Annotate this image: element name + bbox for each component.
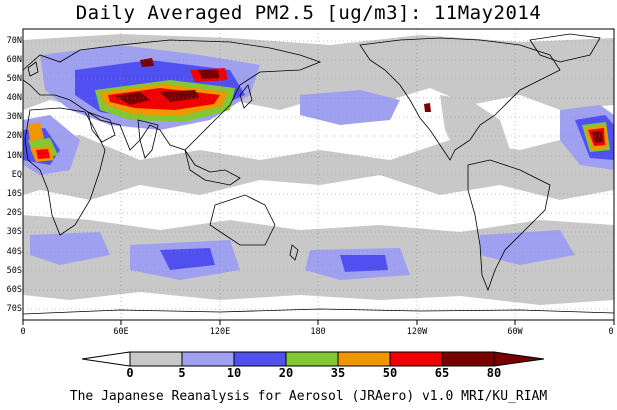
colorbar-swatch-5	[337, 351, 391, 367]
colorbar-swatch-3	[233, 351, 287, 367]
colorbar-swatch-7	[441, 351, 495, 367]
lat-label: 50N	[6, 74, 22, 84]
lat-label: 10N	[6, 151, 22, 161]
lon-label: 60E	[113, 327, 129, 337]
colorbar-label: 80	[486, 366, 502, 380]
lat-label: 30N	[6, 112, 22, 122]
concentration-fields	[23, 29, 614, 320]
coastlines	[22, 33, 615, 315]
lat-label: 20S	[6, 208, 22, 218]
colorbar-label: 65	[434, 366, 450, 380]
colorbar-swatch-0	[81, 351, 131, 367]
lat-label: 60N	[6, 55, 22, 65]
colorbar-swatch-6	[389, 351, 443, 367]
lon-label: 0	[608, 327, 614, 337]
lat-label: 50S	[6, 266, 22, 276]
lat-label: EQ	[11, 170, 22, 180]
lon-label: 120W	[406, 327, 428, 337]
lat-label: 60S	[6, 285, 22, 295]
lat-label: 30S	[6, 227, 22, 237]
map-title: Daily Averaged PM2.5 [ug/m3]: 11May2014	[75, 2, 542, 24]
lat-label: 40S	[6, 247, 22, 257]
colorbar-swatch-8	[493, 351, 545, 367]
footer-credit: The Japanese Reanalysis for Aerosol (JRA…	[69, 389, 548, 404]
axis-ticks	[22, 320, 615, 325]
lat-label: 10S	[6, 189, 22, 199]
colorbar-label: 35	[330, 366, 346, 380]
lon-label: 180	[310, 327, 326, 337]
lon-label: 0	[20, 327, 26, 337]
colorbar-swatch-1	[129, 351, 183, 367]
colorbar-label: 0	[126, 366, 134, 380]
lat-label: 20N	[6, 131, 22, 141]
colorbar-swatch-4	[285, 351, 339, 367]
lat-label: 70S	[6, 304, 22, 314]
lat-label: 70N	[6, 36, 22, 46]
lon-label: 120E	[209, 327, 231, 337]
colorbar-label: 50	[382, 366, 398, 380]
colorbar-label: 5	[178, 366, 186, 380]
lon-label: 60W	[507, 327, 523, 337]
grid-lines	[23, 29, 614, 320]
colorbar-swatch-2	[181, 351, 235, 367]
colorbar-label: 10	[226, 366, 242, 380]
colorbar-label: 20	[278, 366, 294, 380]
lat-label: 40N	[6, 93, 22, 103]
